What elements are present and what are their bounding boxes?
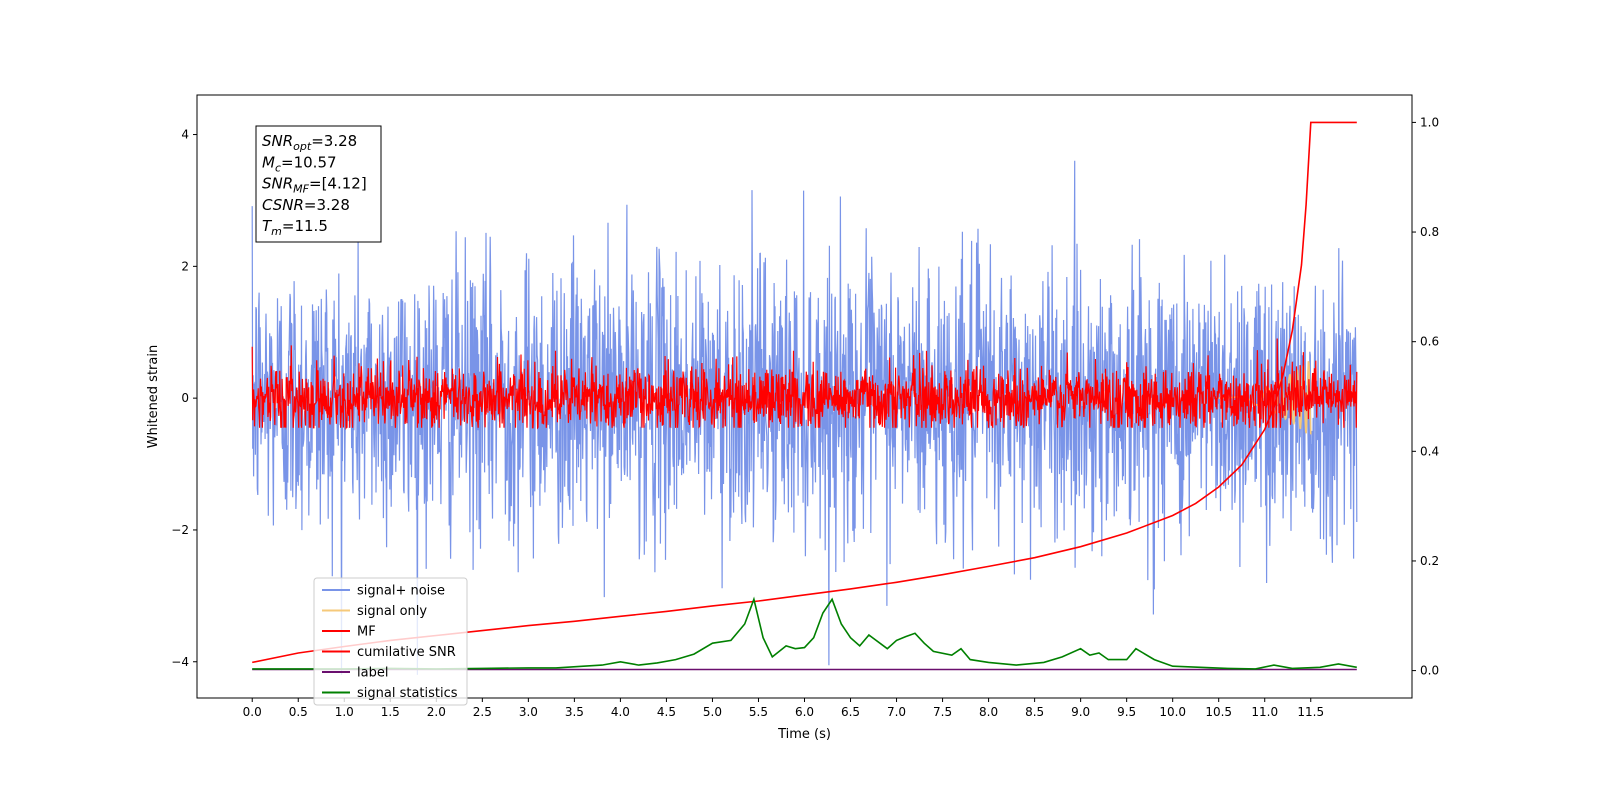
x-tick-label: 0.5	[289, 705, 308, 719]
x-tick-label: 8.5	[1025, 705, 1044, 719]
y-axis-label: Whitened strain	[146, 345, 161, 448]
y2-tick-label: 0.6	[1420, 335, 1439, 349]
y-axis-left: −4 −2 0 2 4	[171, 128, 197, 669]
y-tick-label: 2	[181, 259, 189, 273]
x-tick-label: 3.5	[565, 705, 584, 719]
y2-tick-label: 0.2	[1420, 554, 1439, 568]
legend-label: cumilative SNR	[357, 645, 456, 660]
legend-label: label	[357, 666, 388, 681]
x-tick-label: 6.5	[841, 705, 860, 719]
legend-label: signal only	[357, 604, 427, 619]
x-tick-label: 6.0	[795, 705, 814, 719]
y-tick-label: −2	[171, 523, 189, 537]
x-tick-label: 3.0	[519, 705, 538, 719]
annotation-line: SNRMF=[4.12]	[262, 175, 367, 196]
x-tick-label: 9.5	[1117, 705, 1136, 719]
x-axis: 0.0 0.5 1.0 1.5 2.0 2.5 3.0 3.5 4.0 4.5 5.0 5.5 6.0 6…	[243, 698, 1324, 719]
y-tick-label: 4	[181, 128, 189, 142]
x-tick-label: 7.0	[887, 705, 906, 719]
x-tick-label: 10.5	[1205, 705, 1232, 719]
y-tick-label: −4	[171, 655, 189, 669]
legend-frame	[313, 577, 468, 706]
y2-tick-label: 1.0	[1420, 115, 1439, 129]
annotation-line: Mc=10.57	[262, 153, 337, 174]
x-tick-label: 4.5	[657, 705, 676, 719]
legend-label: signal+ noise	[357, 584, 445, 599]
x-tick-label: 0.0	[243, 705, 262, 719]
x-tick-label: 9.0	[1071, 705, 1090, 719]
x-tick-label: 4.0	[611, 705, 630, 719]
x-tick-label: 8.0	[979, 705, 998, 719]
annotation-line: SNRopt=3.28	[262, 132, 357, 153]
legend-label: signal statistics	[357, 686, 458, 701]
legend-label: MF	[357, 625, 376, 640]
series-line-5	[252, 596, 1357, 670]
y2-tick-label: 0.8	[1420, 225, 1439, 239]
stats-annotation-box: SNRopt=3.28Mc=10.57SNRMF=[4.12]CSNR=3.28…	[255, 125, 382, 243]
x-tick-label: 2.5	[473, 705, 492, 719]
x-tick-label: 10.0	[1159, 705, 1186, 719]
x-tick-label: 5.0	[703, 705, 722, 719]
x-axis-label: Time (s)	[777, 727, 831, 742]
series-line-0	[251, 160, 1358, 675]
y2-tick-label: 0.0	[1420, 664, 1439, 678]
y2-tick-label: 0.4	[1420, 444, 1439, 458]
x-tick-label: 1.5	[381, 705, 400, 719]
x-tick-label: 11.0	[1251, 705, 1278, 719]
series-line-3	[252, 121, 1357, 664]
annotation-box-frame	[255, 125, 382, 243]
x-tick-label: 11.5	[1297, 705, 1324, 719]
y-tick-label: 0	[181, 391, 189, 405]
annotation-line: Tm=11.5	[262, 217, 328, 238]
x-tick-label: 5.5	[749, 705, 768, 719]
annotation-line: CSNR=3.28	[262, 196, 350, 214]
legend: signal+ noise signal only MF cumilative SNR…	[313, 577, 468, 706]
x-tick-label: 1.0	[335, 705, 354, 719]
y-axis-right: 0.0 0.2 0.4 0.6 0.8 1.0	[1412, 115, 1439, 678]
series-line-2	[251, 338, 1358, 431]
x-tick-label: 7.5	[933, 705, 952, 719]
x-tick-label: 2.0	[427, 705, 446, 719]
